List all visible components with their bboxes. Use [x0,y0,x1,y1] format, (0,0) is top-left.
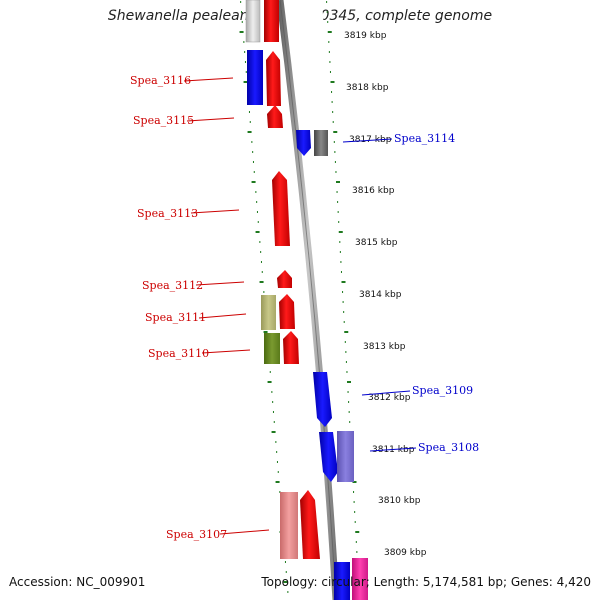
gene-label-spea-3115[interactable]: Spea_3115 [133,114,194,127]
gene-spea-3114[interactable] [296,130,311,156]
leader-line-spea-3108 [369,447,417,452]
gene-spea-3112[interactable] [277,270,292,288]
tick-label-3812: 3812 kbp [368,393,411,403]
gene-label-spea-3111[interactable]: Spea_3111 [145,311,206,324]
gene-partial-top-gray[interactable] [245,0,261,43]
gene-spea-3107-pink[interactable] [280,492,298,559]
gene-spea-3109[interactable] [313,372,332,427]
leader-line-spea-3114 [342,138,393,143]
gene-label-spea-3107[interactable]: Spea_3107 [166,528,227,541]
gene-spea-3110-olive[interactable] [264,333,280,364]
leader-line-spea-3116 [183,77,234,82]
accession-text: Accession: NC_009901 [9,575,146,589]
tick-label-3819: 3819 kbp [344,31,387,41]
tick-label-3814: 3814 kbp [359,290,402,300]
gene-spea-3108-purple[interactable] [337,431,354,482]
gene-spea-3114-gray[interactable] [314,130,328,156]
gene-label-spea-3114[interactable]: Spea_3114 [394,132,455,145]
leader-line-spea-3109 [361,390,411,396]
leader-line-spea-3107 [219,529,270,535]
tick-label-3816: 3816 kbp [352,186,395,196]
leader-line-spea-3111 [198,313,247,319]
gene-label-spea-3110[interactable]: Spea_3110 [148,347,209,360]
gene-spea-3110[interactable] [283,331,299,364]
gene-spea-3116-blue[interactable] [247,50,263,105]
gene-spea-3107[interactable] [300,490,320,559]
gene-partial-bottom-blue[interactable] [334,562,350,600]
gene-spea-3108[interactable] [319,432,338,482]
gene-partial-top-red[interactable] [264,0,279,42]
gene-partial-bottom-magenta[interactable] [352,558,368,600]
gene-spea-3116[interactable] [266,51,281,106]
gene-label-spea-3113[interactable]: Spea_3113 [137,207,198,220]
tick-label-3811: 3811 kbp [372,445,415,455]
leader-line-spea-3113 [190,209,240,214]
leader-line-spea-3110 [201,349,251,354]
tick-label-3813: 3813 kbp [363,342,406,352]
tick-label-3809: 3809 kbp [384,548,427,558]
tick-label-3818: 3818 kbp [346,83,389,93]
gene-spea-3115[interactable] [267,105,283,128]
gene-label-spea-3109[interactable]: Spea_3109 [412,384,473,397]
leader-line-spea-3112 [195,281,245,286]
gene-label-spea-3108[interactable]: Spea_3108 [418,441,479,454]
gene-spea-3111[interactable] [279,294,295,329]
gene-spea-3113[interactable] [272,171,290,246]
gene-label-spea-3112[interactable]: Spea_3112 [142,279,203,292]
leader-line-spea-3115 [186,117,235,122]
gene-label-spea-3116[interactable]: Spea_3116 [130,74,191,87]
tick-label-3810: 3810 kbp [378,496,421,506]
gene-spea-3111-khaki[interactable] [261,295,276,330]
topology-text: Topology: circular; Length: 5,174,581 bp… [261,575,591,589]
tick-label-3815: 3815 kbp [355,238,398,248]
